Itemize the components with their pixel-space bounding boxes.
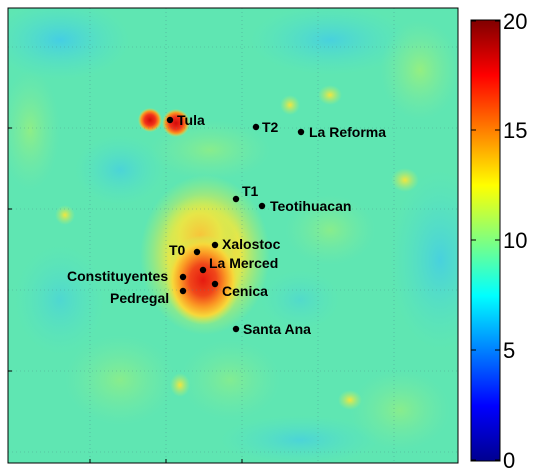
- colorbar-tick-label-5: 5: [503, 338, 515, 363]
- station-la-merced: La Merced: [199, 255, 278, 274]
- station-label-cenica: Cenica: [222, 283, 268, 299]
- colorbar-ticks: [471, 20, 500, 461]
- map-frame: [7, 7, 459, 464]
- mid-region: [350, 370, 450, 450]
- station-label-tula: Tula: [177, 112, 205, 128]
- station-marker: [252, 123, 260, 131]
- station-pedregal: Pedregal: [110, 287, 187, 306]
- station-label-teotihuacan: Teotihuacan: [270, 198, 351, 214]
- mid-region: [285, 195, 375, 265]
- station-label-constituyentes: Constituyentes: [67, 268, 168, 284]
- low-region: [250, 8, 410, 75]
- station-t0: T0: [169, 242, 201, 258]
- station-teotihuacan: Teotihuacan: [258, 198, 351, 214]
- station-marker: [211, 280, 219, 288]
- station-marker: [193, 248, 201, 256]
- mid-region: [65, 335, 175, 425]
- low-region: [390, 170, 458, 350]
- colorbar-tick-label-20: 20: [503, 9, 527, 34]
- colorbar-tick-label-0: 0: [503, 448, 515, 471]
- mid-region: [391, 168, 419, 192]
- station-constituyentes: Constituyentes: [67, 268, 187, 284]
- station-marker: [211, 241, 219, 249]
- station-marker: [179, 287, 187, 295]
- station-label-xalostoc: Xalostoc: [222, 236, 281, 252]
- low-region: [8, 8, 130, 80]
- station-marker: [258, 202, 266, 210]
- colorbar: 0 5 10 15 20: [470, 9, 527, 471]
- station-label-t0: T0: [169, 242, 186, 258]
- low-region: [75, 135, 165, 205]
- mid-region: [318, 85, 342, 105]
- station-marker: [199, 266, 207, 274]
- mid-region: [338, 390, 362, 410]
- station-marker: [179, 273, 187, 281]
- station-marker: [232, 195, 240, 203]
- station-xalostoc: Xalostoc: [211, 236, 281, 252]
- station-label-t1: T1: [242, 183, 259, 199]
- station-santa-ana: Santa Ana: [232, 321, 311, 337]
- low-region: [220, 415, 380, 463]
- mid-region: [180, 340, 280, 420]
- mid-region: [280, 95, 300, 115]
- low-region: [15, 245, 105, 355]
- mid-region: [170, 373, 190, 397]
- station-marker: [297, 128, 305, 136]
- concentration-field: [8, 8, 458, 463]
- station-label-t2: T2: [262, 119, 279, 135]
- low-region: [260, 270, 340, 330]
- tula-hotspot: [138, 108, 162, 132]
- station-cenica: Cenica: [211, 280, 268, 299]
- station-la-reforma: La Reforma: [297, 124, 386, 140]
- station-label-la-merced: La Merced: [209, 255, 278, 271]
- colorbar-tick-label-10: 10: [503, 228, 527, 253]
- station-marker: [232, 325, 240, 333]
- station-tula: Tula: [166, 112, 205, 128]
- station-label-la-reforma: La Reforma: [309, 124, 386, 140]
- station-label-santa-ana: Santa Ana: [243, 321, 311, 337]
- station-marker: [166, 116, 174, 124]
- station-t2: T2: [252, 119, 279, 135]
- axis-ticks: [8, 127, 243, 463]
- urban-plume-core: [165, 235, 241, 325]
- tula-hotspot: [162, 109, 190, 137]
- station-label-pedregal: Pedregal: [110, 290, 169, 306]
- colorbar-tick-label-15: 15: [503, 118, 527, 143]
- mid-region: [55, 205, 75, 225]
- grid: [8, 8, 458, 463]
- mid-region: [380, 20, 458, 120]
- stations: Tula T2 La Reforma T1 Teotihuacan Xalost…: [67, 112, 386, 337]
- station-t1: T1: [232, 183, 259, 203]
- mid-region: [8, 70, 60, 190]
